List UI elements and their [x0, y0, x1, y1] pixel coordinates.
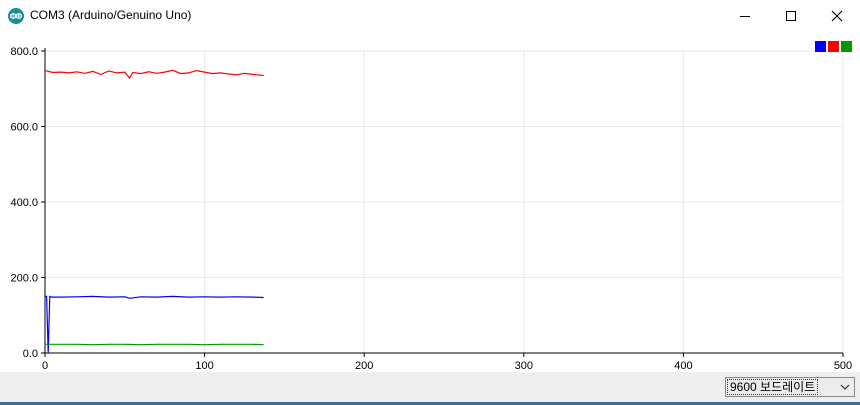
close-icon: [831, 10, 843, 22]
bottom-toolbar: [0, 372, 860, 402]
series-legend: [815, 41, 852, 52]
window-bottom-edge: [0, 402, 860, 405]
x-tick-label: 300: [515, 360, 533, 372]
y-tick-label: 800.0: [10, 46, 38, 58]
x-tick-label: 400: [674, 360, 692, 372]
window-title: COM3 (Arduino/Genuino Uno): [30, 8, 192, 22]
series-line-1: [45, 295, 264, 354]
close-button[interactable]: [814, 0, 860, 32]
serial-plot-chart: 0 100 200 300 400 500 0.0 200.0 400.0 600.0 800.0: [10, 46, 852, 372]
baud-rate-select[interactable]: 9600 보드레이트: [725, 377, 855, 397]
x-tick-label: 0: [42, 360, 48, 372]
x-tick-label: 500: [834, 360, 852, 372]
x-tick-label: 100: [195, 360, 213, 372]
legend-swatch-series-1: [815, 41, 826, 52]
minimize-icon: [740, 16, 750, 17]
legend-swatch-series-2: [828, 41, 839, 52]
y-tick-label: 0.0: [23, 348, 38, 360]
chevron-down-icon: [840, 384, 850, 390]
title-bar: COM3 (Arduino/Genuino Uno): [0, 0, 860, 33]
series-line-2: [44, 69, 264, 80]
legend-swatch-series-3: [841, 41, 852, 52]
baud-rate-value: 9600 보드레이트: [726, 379, 819, 395]
arduino-logo-icon: [8, 8, 24, 24]
x-tick-label: 200: [355, 360, 373, 372]
maximize-button[interactable]: [768, 0, 814, 32]
maximize-icon: [786, 11, 796, 21]
minimize-button[interactable]: [722, 0, 768, 32]
y-tick-label: 200.0: [10, 273, 38, 285]
y-tick-label: 400.0: [10, 197, 38, 209]
y-tick-label: 600.0: [10, 122, 38, 134]
serial-plotter-area: 0 100 200 300 400 500 0.0 200.0 400.0 600.0 800.0: [0, 32, 860, 372]
